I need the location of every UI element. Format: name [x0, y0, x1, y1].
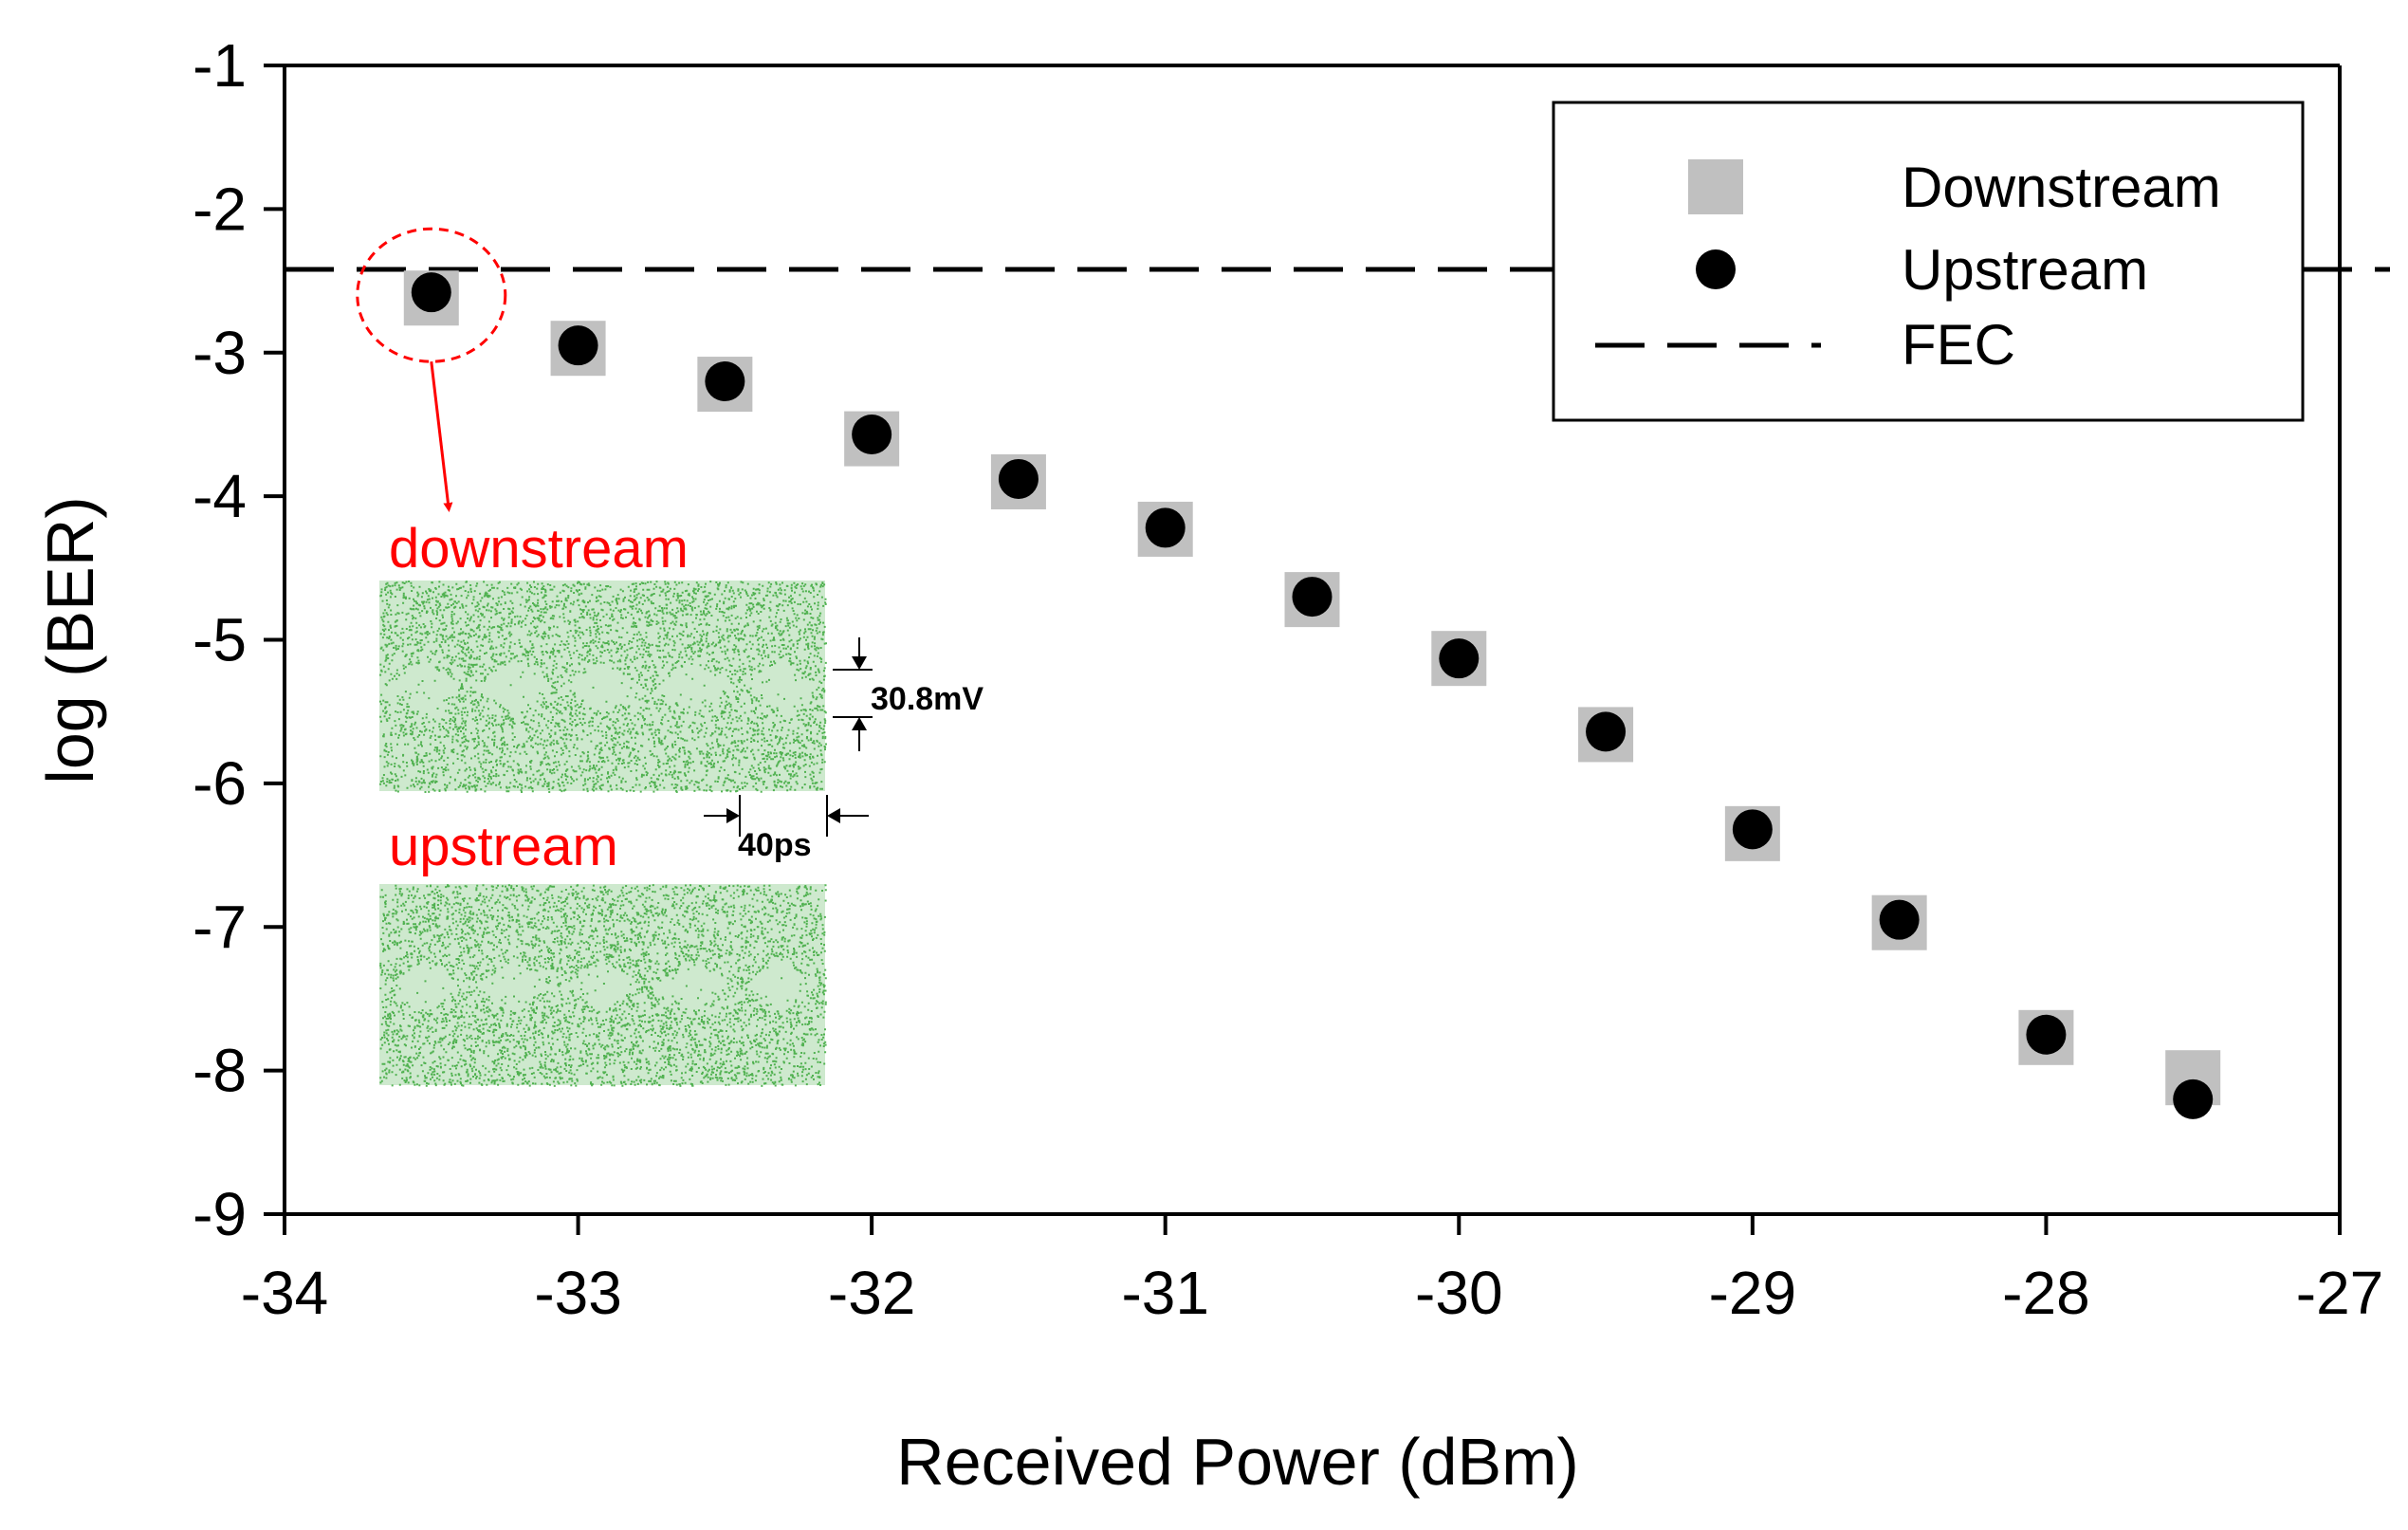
x-tick-label: -32	[828, 1259, 916, 1327]
highlight-circle	[356, 227, 507, 363]
upstream-point	[1292, 577, 1333, 618]
upstream-point	[705, 361, 745, 402]
eye-tint	[379, 884, 825, 1085]
eye-diagram-downstream	[379, 581, 827, 793]
y-tick-label: -2	[193, 175, 247, 243]
upstream-point	[411, 272, 451, 313]
eye-diagram-inset: downstream upstream 30.8mV 40ps	[379, 518, 983, 1087]
x-tick-label: -28	[2002, 1259, 2090, 1327]
upstream-point	[558, 325, 598, 366]
x-axis-title: Received Power (dBm)	[896, 1425, 1579, 1499]
y-tick-label: -6	[193, 749, 247, 818]
x-tick-label: -31	[1121, 1259, 1209, 1327]
legend-upstream-label: Upstream	[1902, 238, 2148, 302]
y-tick-label: -4	[193, 462, 247, 530]
eye-diagram-upstream	[379, 884, 827, 1087]
upstream-point	[998, 458, 1039, 499]
y-tick-label: -1	[193, 31, 247, 100]
eye-time-marker: 40ps	[704, 795, 869, 863]
x-tick-label: -27	[2296, 1259, 2384, 1327]
eye-trace	[379, 581, 827, 793]
upstream-point	[1145, 507, 1186, 548]
inset-upstream-label: upstream	[389, 816, 618, 877]
inset-downstream-label: downstream	[389, 518, 689, 580]
upstream-point	[2173, 1078, 2214, 1119]
legend-downstream-swatch	[1688, 159, 1743, 214]
eye-time-label: 40ps	[738, 827, 812, 863]
y-axis-title: log (BER)	[33, 496, 107, 783]
legend-box	[1552, 101, 2305, 422]
series-upstream	[411, 272, 2214, 1119]
eye-amplitude-label: 30.8mV	[871, 681, 983, 717]
highlight-arrow	[430, 361, 453, 512]
y-tick-label: -3	[193, 319, 247, 387]
eye-background	[379, 884, 825, 1085]
upstream-point	[1586, 711, 1627, 752]
legend-upstream-swatch	[1696, 249, 1736, 289]
y-tick-label: -7	[193, 893, 247, 961]
legend-fec-label: FEC	[1902, 313, 2015, 377]
upstream-point	[2026, 1014, 2067, 1055]
y-tick-label: -8	[193, 1037, 247, 1105]
legend: Downstream Upstream FEC	[1552, 101, 2305, 422]
upstream-point	[852, 415, 892, 455]
x-tick-label: -34	[241, 1259, 329, 1327]
legend-downstream-label: Downstream	[1902, 156, 2221, 219]
x-tick-label: -29	[1709, 1259, 1797, 1327]
x-tick-label: -33	[534, 1259, 622, 1327]
x-tick-label: -30	[1415, 1259, 1503, 1327]
x-ticks: -34 -33 -32 -31 -30 -29 -28 -27	[241, 1214, 2384, 1327]
upstream-point	[1439, 638, 1480, 679]
upstream-point	[1732, 809, 1773, 850]
eye-tint	[379, 581, 825, 791]
upstream-point	[1879, 899, 1920, 940]
eye-amplitude-marker: 30.8mV	[833, 637, 983, 751]
y-ticks: -1 -2 -3 -4 -5 -6 -7 -8 -9	[193, 31, 285, 1248]
y-tick-label: -9	[193, 1180, 247, 1248]
y-tick-label: -5	[193, 606, 247, 674]
